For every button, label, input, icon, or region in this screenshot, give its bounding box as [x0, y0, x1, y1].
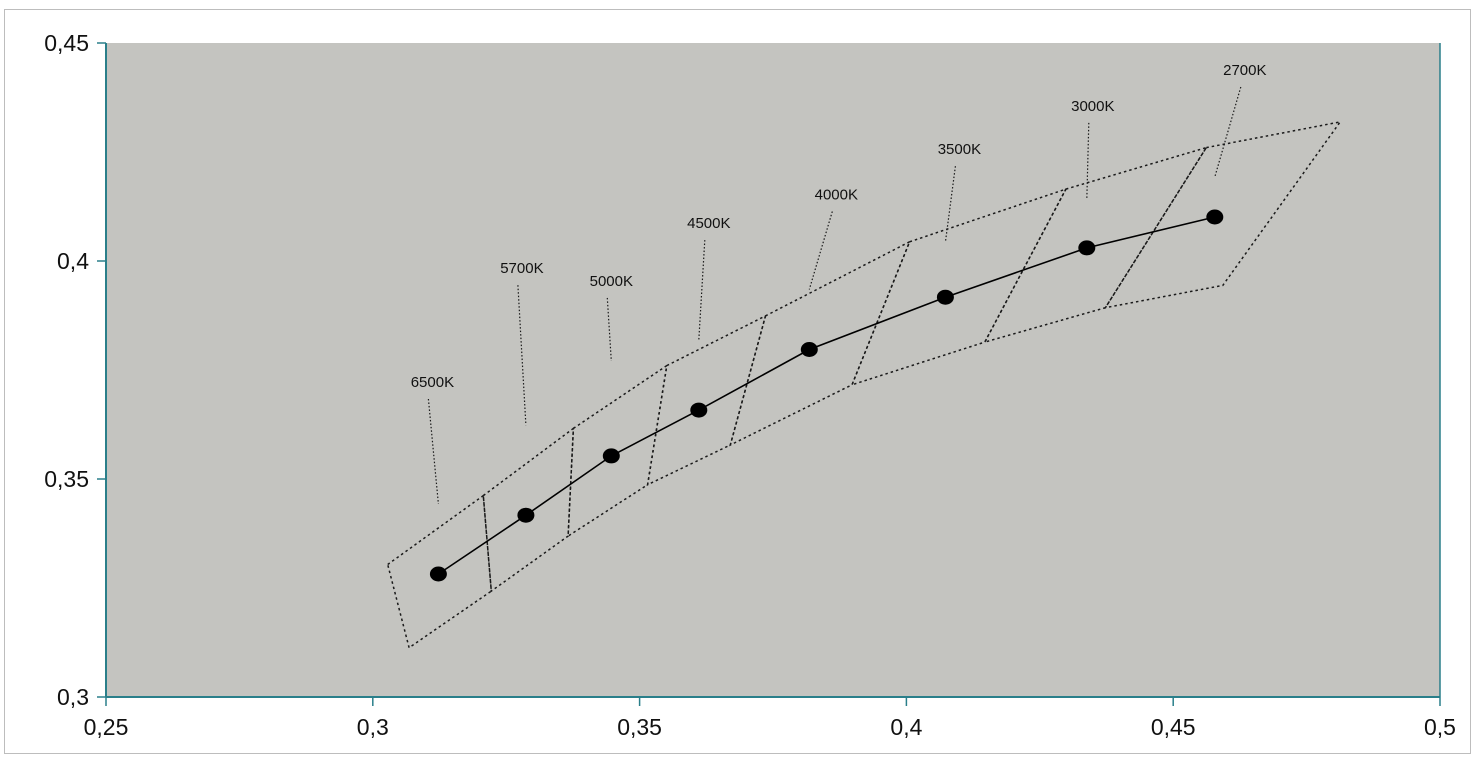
- data-point-2700K: [1206, 209, 1224, 225]
- y-tick-label: 0,35: [44, 466, 89, 492]
- data-point-5700K: [517, 507, 535, 523]
- y-tick-label: 0,4: [57, 248, 89, 274]
- data-point-3500K: [936, 289, 954, 305]
- cct-label-3500K: 3500K: [938, 141, 981, 158]
- leader-line-2700K: [1214, 86, 1242, 178]
- leader-line-6500K: [427, 398, 439, 505]
- axis-ticks: 0,25 0,3 0,35 0,4 0,45 0,5 0,3 0,35 0,4 0,45: [44, 30, 1456, 740]
- y-tick-label: 0,3: [57, 684, 89, 710]
- leader-line-5000K: [606, 297, 612, 361]
- leader-line-3000K: [1086, 122, 1090, 200]
- data-point-4500K: [690, 402, 708, 418]
- data-point-6500K: [429, 566, 447, 582]
- leader-line-5700K: [517, 285, 527, 426]
- chart-frame: [4, 9, 1471, 754]
- cct-label-2700K: 2700K: [1223, 62, 1266, 79]
- data-point-4000K: [800, 342, 818, 357]
- quadrangle-4000K: [729, 240, 912, 447]
- cct-label-6500K: 6500K: [411, 374, 454, 391]
- leader-line-4500K: [698, 240, 706, 341]
- quadrangle-3500K: [850, 187, 1068, 387]
- cct-label-4500K: 4500K: [687, 215, 730, 232]
- x-tick-label: 0,4: [890, 714, 922, 740]
- leader-line-3500K: [944, 166, 956, 243]
- x-tick-label: 0,25: [84, 714, 129, 740]
- data-point-3000K: [1078, 240, 1096, 256]
- y-tick-label: 0,45: [44, 30, 89, 56]
- data-points: [429, 209, 1224, 582]
- cct-label-4000K: 4000K: [815, 187, 858, 204]
- x-tick-label: 0,35: [617, 714, 662, 740]
- cct-label-3000K: 3000K: [1071, 98, 1114, 115]
- axes: [105, 43, 1441, 698]
- data-point-5000K: [602, 448, 620, 464]
- cct-label-5000K: 5000K: [590, 273, 633, 290]
- quadrangle-6500K: [386, 494, 493, 649]
- cct-quadrangles: [386, 120, 1342, 649]
- x-tick-label: 0,45: [1151, 714, 1196, 740]
- x-tick-label: 0,5: [1424, 714, 1456, 740]
- quadrangle-5700K: [482, 426, 575, 593]
- quadrangle-2700K: [1103, 120, 1342, 309]
- leader-lines: [427, 86, 1242, 505]
- x-tick-label: 0,3: [357, 714, 389, 740]
- leader-line-4000K: [808, 211, 833, 290]
- cct-label-5700K: 5700K: [500, 260, 543, 277]
- cct-labels: 6500K 5700K 5000K 4500K 4000K 3500K 3000K 2700K: [411, 62, 1267, 391]
- planckian-locus-line: [437, 216, 1215, 575]
